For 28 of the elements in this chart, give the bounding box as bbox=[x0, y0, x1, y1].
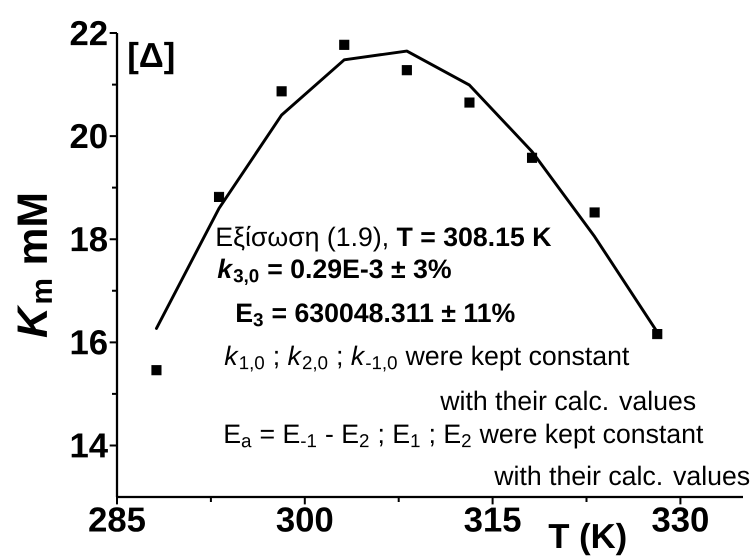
annotation: with their calc. values bbox=[494, 466, 750, 486]
point bbox=[464, 98, 475, 108]
point bbox=[590, 207, 600, 218]
annotation: k$_{3,0}$ = 0.29E-3 ± 3% bbox=[218, 258, 451, 286]
x-tick-label: 330 bbox=[652, 507, 708, 532]
annotation: [Δ] bbox=[129, 42, 174, 74]
x-tick-label: 285 bbox=[89, 507, 145, 532]
annotation: Εξίσωση (1.9), T = 308.15 K bbox=[217, 226, 552, 252]
text: k$_{1,0}$ ; k$_{2,0}$ ; k$_{-1,0}$ were kept constant bbox=[224, 346, 630, 372]
point bbox=[339, 40, 350, 50]
point bbox=[276, 86, 287, 96]
y-tick-label: 16 bbox=[72, 330, 107, 355]
point bbox=[652, 329, 662, 340]
y-tick-label: 20 bbox=[70, 124, 107, 148]
point bbox=[526, 152, 538, 163]
text: E$_{a}$ = E$_{-1}$ - E$_{2}$ ; E$_{1}$ ; E$_{2}$ were kept constant bbox=[225, 424, 704, 449]
x-tick-label: 315 bbox=[464, 507, 521, 532]
x-tick-label: 300 bbox=[276, 507, 332, 532]
y-tick-label: 22 bbox=[70, 20, 107, 46]
y-tick-label: 14 bbox=[72, 434, 108, 458]
x-axis-title: T (K) bbox=[548, 522, 626, 556]
point bbox=[151, 365, 162, 376]
y-tick-label: 18 bbox=[72, 226, 107, 252]
y-axis-title: K$_{m}$ mM bbox=[18, 194, 52, 338]
point bbox=[214, 192, 224, 202]
point bbox=[402, 65, 412, 76]
annotation: E$_{3}$ = 630048.311 ± 11% bbox=[237, 303, 515, 326]
annotation: with their calc. values bbox=[440, 390, 696, 410]
